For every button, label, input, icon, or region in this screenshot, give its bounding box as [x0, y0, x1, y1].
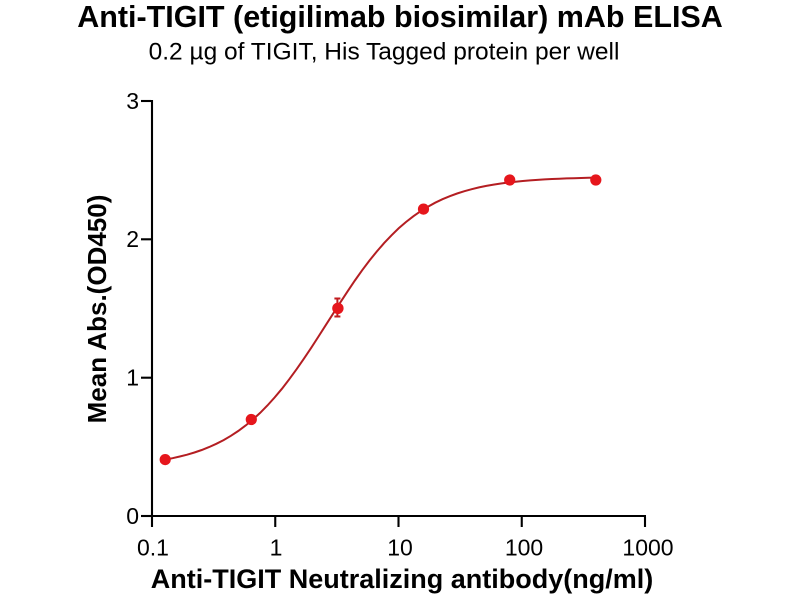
svg-text:2: 2	[126, 226, 139, 252]
svg-text:10: 10	[387, 535, 413, 561]
svg-text:1000: 1000	[622, 535, 673, 561]
svg-text:1: 1	[126, 365, 139, 391]
svg-text:0.2 µg of TIGIT, His Tagged pr: 0.2 µg of TIGIT, His Tagged protein per …	[149, 39, 620, 66]
svg-text:Mean Abs.(OD450): Mean Abs.(OD450)	[82, 195, 112, 424]
svg-text:Anti-TIGIT Neutralizing antibo: Anti-TIGIT Neutralizing antibody(ng/ml)	[151, 564, 653, 594]
svg-text:1: 1	[270, 535, 283, 561]
svg-text:0.1: 0.1	[137, 535, 169, 561]
svg-text:100: 100	[505, 535, 543, 561]
svg-text:0: 0	[126, 503, 139, 529]
svg-text:3: 3	[126, 88, 139, 114]
svg-text:Anti-TIGIT (etigilimab biosimi: Anti-TIGIT (etigilimab biosimilar) mAb E…	[77, 0, 723, 34]
